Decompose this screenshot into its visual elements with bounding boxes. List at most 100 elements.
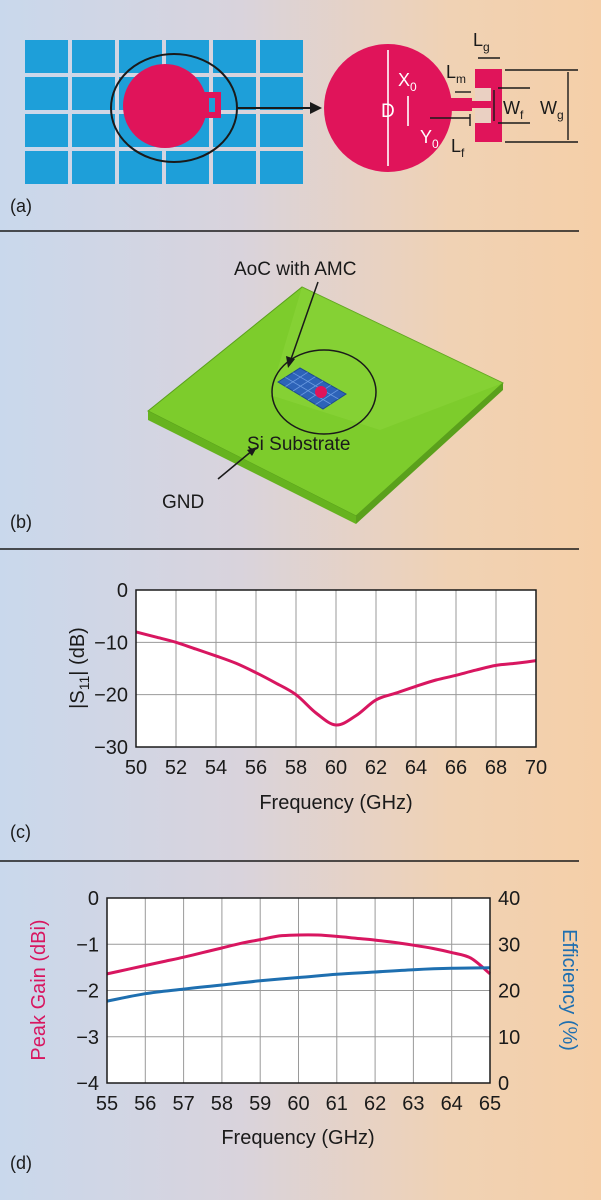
gnd-pointer xyxy=(217,449,254,480)
y2-tick-label: 40 xyxy=(498,888,520,910)
chip-patch xyxy=(315,386,327,398)
x-tick-label: 62 xyxy=(364,1093,386,1115)
y-tick-label: −4 xyxy=(76,1073,99,1095)
label-lm: Lm xyxy=(446,62,466,86)
chart-c-s11: 50 52 54 56 58 60 62 64 66 68 70 0 −10 −20 −30 Freque… xyxy=(10,580,547,842)
y-tick-label: −1 xyxy=(76,934,99,956)
chart-c-frame xyxy=(135,589,537,748)
amc-unit-cell xyxy=(213,151,256,184)
label-wg: Wg xyxy=(540,98,564,122)
chart-d-efficiency-line xyxy=(106,966,491,1003)
x-tick-label: 52 xyxy=(165,757,187,779)
amc-unit-cell xyxy=(72,77,115,110)
chart-d-gain-line xyxy=(106,933,491,976)
chart-d-y-ticks: 0 −1 −2 −3 −4 xyxy=(76,888,99,1095)
patch-circle-small xyxy=(123,64,207,148)
gnd-callout: GND xyxy=(162,492,204,513)
y-tick-label: −10 xyxy=(94,632,128,654)
label-lg: Lg xyxy=(473,30,490,54)
chart-c-x-ticks: 50 52 54 56 58 60 62 64 66 68 70 xyxy=(125,757,547,779)
chart-d-frame xyxy=(106,897,491,1084)
label-x0: X0 xyxy=(398,70,417,94)
y2-tick-label: 0 xyxy=(498,1073,509,1095)
y2-tick-label: 10 xyxy=(498,1027,520,1049)
x-tick-label: 68 xyxy=(485,757,507,779)
chart-c-grid xyxy=(136,590,536,747)
x-tick-label: 66 xyxy=(445,757,467,779)
y-tick-label: −2 xyxy=(76,981,99,1003)
y-tick-label: −3 xyxy=(76,1027,99,1049)
amc-unit-cell xyxy=(25,114,68,147)
chart-d-gain-efficiency: 55 56 57 58 59 60 61 62 63 64 65 0 −1 −2 −3 −4 40 30 20 1… xyxy=(10,888,580,1173)
amc-unit-cell xyxy=(260,151,303,184)
chart-d-xlabel: Frequency (GHz) xyxy=(221,1127,374,1149)
x-tick-label: 64 xyxy=(441,1093,463,1115)
amc-unit-cell xyxy=(260,114,303,147)
aoc-pointer-head xyxy=(286,356,295,368)
label-lf: Lf xyxy=(451,136,465,160)
label-wf: Wf xyxy=(503,98,524,122)
x-tick-label: 70 xyxy=(525,757,547,779)
ground-tab-slot-small xyxy=(209,98,215,112)
chip-ellipse xyxy=(271,349,377,435)
chart-d-x-ticks: 55 56 57 58 59 60 61 62 63 64 65 xyxy=(96,1093,501,1115)
amc-unit-cell xyxy=(72,151,115,184)
amc-unit-cell xyxy=(260,40,303,73)
ground-notch xyxy=(466,101,491,108)
amc-unit-cell xyxy=(25,77,68,110)
chart-d-y2label: Efficiency (%) xyxy=(558,929,580,1051)
x-tick-label: 56 xyxy=(134,1093,156,1115)
panel-label-a: (a) xyxy=(10,196,32,216)
feed-line-small xyxy=(178,104,206,110)
x-tick-label: 60 xyxy=(325,757,347,779)
y-tick-label: −20 xyxy=(94,685,128,707)
substrate-callout: Si Substrate xyxy=(247,434,351,455)
amc-unit-cell xyxy=(213,114,256,147)
substrate-front-left xyxy=(148,411,356,524)
label-d: D xyxy=(381,101,395,122)
amc-unit-cell xyxy=(72,40,115,73)
panel-a-antenna-geometry: Lg X0 Lm D Wf Wg Y0 Lf (a) xyxy=(10,30,578,216)
amc-unit-cell xyxy=(213,40,256,73)
x-tick-label: 50 xyxy=(125,757,147,779)
label-y0: Y0 xyxy=(420,127,439,151)
amc-unit-cell xyxy=(25,40,68,73)
x-tick-label: 61 xyxy=(326,1093,348,1115)
chart-c-xlabel: Frequency (GHz) xyxy=(259,792,412,814)
substrate-front-right xyxy=(356,383,503,524)
y-tick-label: −30 xyxy=(94,737,128,759)
panel-label-d: (d) xyxy=(10,1153,32,1173)
zoom-arrowhead xyxy=(310,102,322,114)
y-tick-label: 0 xyxy=(117,580,128,602)
chip-grid-line xyxy=(285,371,308,387)
panel-label-c: (c) xyxy=(10,822,31,842)
feed-line-large xyxy=(418,98,472,111)
chart-c-series-line xyxy=(135,630,537,727)
aoc-pointer xyxy=(289,281,319,363)
chip-grid-line xyxy=(292,376,316,392)
chip-grid-line xyxy=(300,380,324,396)
panel-label-b: (b) xyxy=(10,512,32,532)
chart-c-y-ticks: 0 −10 −20 −30 xyxy=(94,580,128,759)
y2-tick-label: 20 xyxy=(498,981,520,1003)
chart-d-ylabel: Peak Gain (dBi) xyxy=(28,919,50,1060)
amc-unit-cell xyxy=(119,151,162,184)
x-tick-label: 57 xyxy=(172,1093,194,1115)
y2-tick-label: 30 xyxy=(498,934,520,956)
x-tick-label: 56 xyxy=(245,757,267,779)
x-tick-label: 65 xyxy=(479,1093,501,1115)
x-tick-label: 54 xyxy=(205,757,227,779)
chip-grid-line xyxy=(292,372,339,400)
x-tick-label: 62 xyxy=(365,757,387,779)
amc-unit-cell xyxy=(260,77,303,110)
x-tick-label: 64 xyxy=(405,757,427,779)
chip-grid-line xyxy=(315,389,339,405)
x-tick-label: 59 xyxy=(249,1093,271,1115)
amc-unit-cell xyxy=(25,151,68,184)
chip-grid-line xyxy=(285,376,331,405)
amc-unit-cell xyxy=(72,114,115,147)
aoc-callout: AoC with AMC xyxy=(234,259,356,280)
x-tick-label: 60 xyxy=(287,1093,309,1115)
x-tick-label: 63 xyxy=(402,1093,424,1115)
